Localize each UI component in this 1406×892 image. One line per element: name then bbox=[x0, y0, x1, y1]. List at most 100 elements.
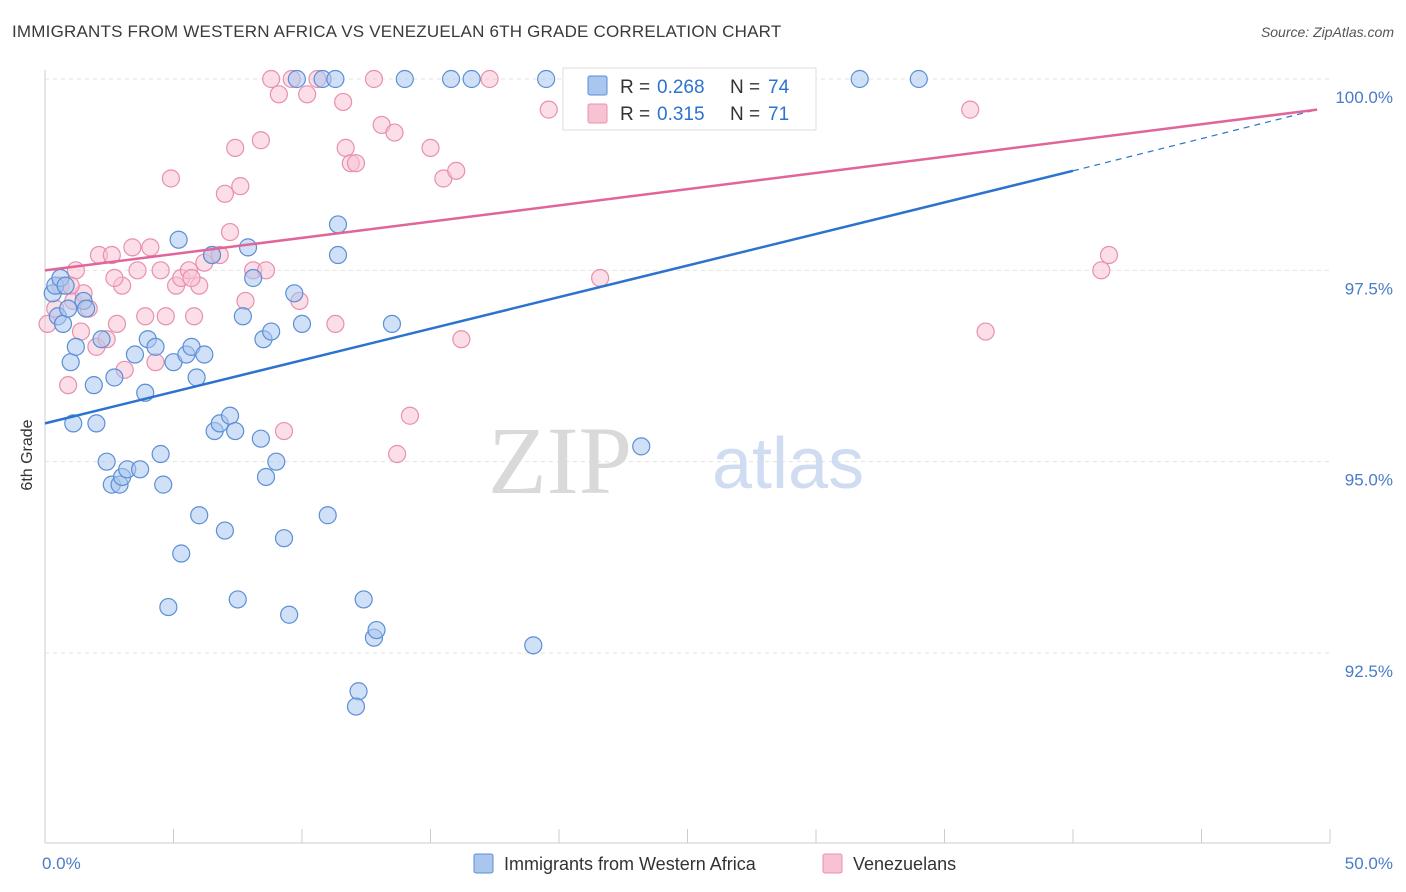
watermark: ZIP atlas bbox=[488, 407, 864, 514]
x-tick-label: 50.0% bbox=[1345, 854, 1393, 873]
data-point-western-africa bbox=[159, 597, 178, 617]
data-point-venezuelans bbox=[107, 314, 127, 334]
data-point-western-africa bbox=[274, 529, 294, 548]
legend-n-value-1: 74 bbox=[768, 77, 790, 98]
data-point-venezuelans bbox=[71, 322, 91, 341]
data-point-western-africa bbox=[367, 620, 386, 640]
data-point-venezuelans bbox=[141, 238, 160, 257]
legend-r-label-2: R = bbox=[620, 104, 650, 125]
data-point-western-africa bbox=[233, 307, 252, 326]
legend-swatch-pink bbox=[587, 103, 608, 124]
data-point-western-africa bbox=[77, 299, 96, 318]
data-point-western-africa bbox=[244, 268, 263, 288]
data-point-venezuelans bbox=[105, 268, 124, 288]
data-point-western-africa bbox=[280, 605, 299, 624]
data-point-venezuelans bbox=[298, 85, 317, 104]
data-point-venezuelans bbox=[231, 177, 250, 196]
data-point-western-africa bbox=[256, 467, 276, 487]
source-label: Source: ZipAtlas.com bbox=[1260, 24, 1394, 40]
data-point-venezuelans bbox=[146, 353, 165, 372]
data-point-venezuelans bbox=[452, 330, 471, 349]
data-point-western-africa bbox=[262, 322, 281, 341]
data-point-western-africa bbox=[154, 475, 173, 494]
trendline-venezuelans bbox=[44, 108, 1318, 272]
data-point-venezuelans bbox=[66, 261, 85, 280]
data-point-venezuelans bbox=[184, 307, 204, 326]
tick-label-layer: 100.0% 97.5% 95.0% 92.5% 0.0% 50.0% bbox=[42, 88, 1393, 873]
data-point-venezuelans bbox=[102, 245, 121, 265]
data-point-venezuelans bbox=[591, 268, 610, 288]
data-point-venezuelans bbox=[156, 307, 175, 326]
data-point-western-africa bbox=[228, 590, 247, 609]
y-tick-label: 100.0% bbox=[1335, 88, 1393, 107]
data-point-western-africa bbox=[524, 636, 543, 655]
data-point-venezuelans bbox=[400, 406, 420, 425]
data-point-western-africa bbox=[537, 69, 556, 89]
series-legend-swatch-blue bbox=[473, 853, 494, 874]
trendline-western-africa-extension bbox=[1072, 109, 1318, 172]
data-point-venezuelans bbox=[385, 123, 404, 142]
correlation-legend: R = 0.268 N = 74 R = 0.315 N = 71 bbox=[562, 67, 817, 131]
data-point-venezuelans bbox=[274, 421, 294, 441]
data-point-western-africa bbox=[61, 353, 80, 372]
data-point-western-africa bbox=[146, 337, 165, 356]
data-point-western-africa bbox=[84, 376, 103, 395]
data-point-western-africa bbox=[238, 238, 258, 257]
data-point-venezuelans bbox=[1092, 261, 1111, 280]
data-point-western-africa bbox=[328, 215, 348, 234]
data-point-venezuelans bbox=[59, 376, 78, 395]
data-point-western-africa bbox=[292, 314, 312, 334]
data-point-venezuelans bbox=[220, 222, 240, 242]
trend-layer bbox=[44, 108, 1318, 425]
data-point-venezuelans bbox=[269, 85, 288, 104]
legend-swatch-blue bbox=[587, 75, 608, 96]
chart-title: IMMIGRANTS FROM WESTERN AFRICA VS VENEZU… bbox=[12, 22, 782, 41]
data-point-western-africa bbox=[151, 444, 170, 464]
data-point-western-africa bbox=[285, 284, 304, 303]
data-point-western-africa bbox=[130, 460, 150, 479]
data-point-western-africa bbox=[251, 429, 270, 448]
legend-r-value-2: 0.315 bbox=[657, 104, 705, 125]
axes-layer bbox=[44, 70, 1331, 844]
data-point-western-africa bbox=[125, 345, 145, 364]
data-point-western-africa bbox=[56, 276, 75, 295]
data-point-venezuelans bbox=[976, 322, 995, 341]
watermark-atlas: atlas bbox=[712, 424, 864, 504]
data-point-venezuelans bbox=[326, 314, 345, 334]
data-point-venezuelans bbox=[161, 169, 181, 188]
data-point-western-africa bbox=[195, 345, 214, 364]
x-tick-label: 0.0% bbox=[42, 854, 81, 873]
data-point-western-africa bbox=[226, 421, 245, 441]
data-point-venezuelans bbox=[123, 238, 142, 257]
data-point-venezuelans bbox=[346, 154, 366, 173]
data-point-venezuelans bbox=[421, 138, 440, 157]
y-tick-label: 92.5% bbox=[1345, 662, 1393, 681]
data-point-western-africa bbox=[220, 406, 240, 425]
data-point-venezuelans bbox=[251, 131, 270, 150]
data-point-venezuelans bbox=[236, 291, 255, 311]
data-point-western-africa bbox=[326, 69, 345, 89]
data-point-western-africa bbox=[850, 69, 869, 89]
data-point-venezuelans bbox=[336, 138, 355, 157]
data-point-venezuelans bbox=[226, 138, 245, 157]
points-layer bbox=[38, 69, 1119, 716]
data-point-western-africa bbox=[349, 682, 368, 701]
data-point-venezuelans bbox=[215, 184, 234, 203]
grid-layer bbox=[45, 78, 1330, 654]
data-point-venezuelans bbox=[334, 92, 353, 112]
data-point-western-africa bbox=[97, 452, 116, 471]
series-legend-label-pink: Venezuelans bbox=[853, 854, 956, 874]
data-point-venezuelans bbox=[182, 268, 201, 288]
data-point-western-africa bbox=[169, 230, 188, 249]
data-point-western-africa bbox=[328, 245, 348, 265]
data-point-western-africa bbox=[462, 69, 481, 89]
data-point-venezuelans bbox=[262, 69, 281, 89]
legend-n-label-1: N = bbox=[730, 77, 760, 98]
data-point-venezuelans bbox=[364, 69, 384, 89]
data-point-western-africa bbox=[909, 69, 928, 89]
data-point-venezuelans bbox=[136, 307, 155, 326]
legend-n-value-2: 71 bbox=[768, 104, 789, 125]
data-point-western-africa bbox=[632, 437, 651, 456]
legend-n-label-2: N = bbox=[730, 104, 760, 125]
